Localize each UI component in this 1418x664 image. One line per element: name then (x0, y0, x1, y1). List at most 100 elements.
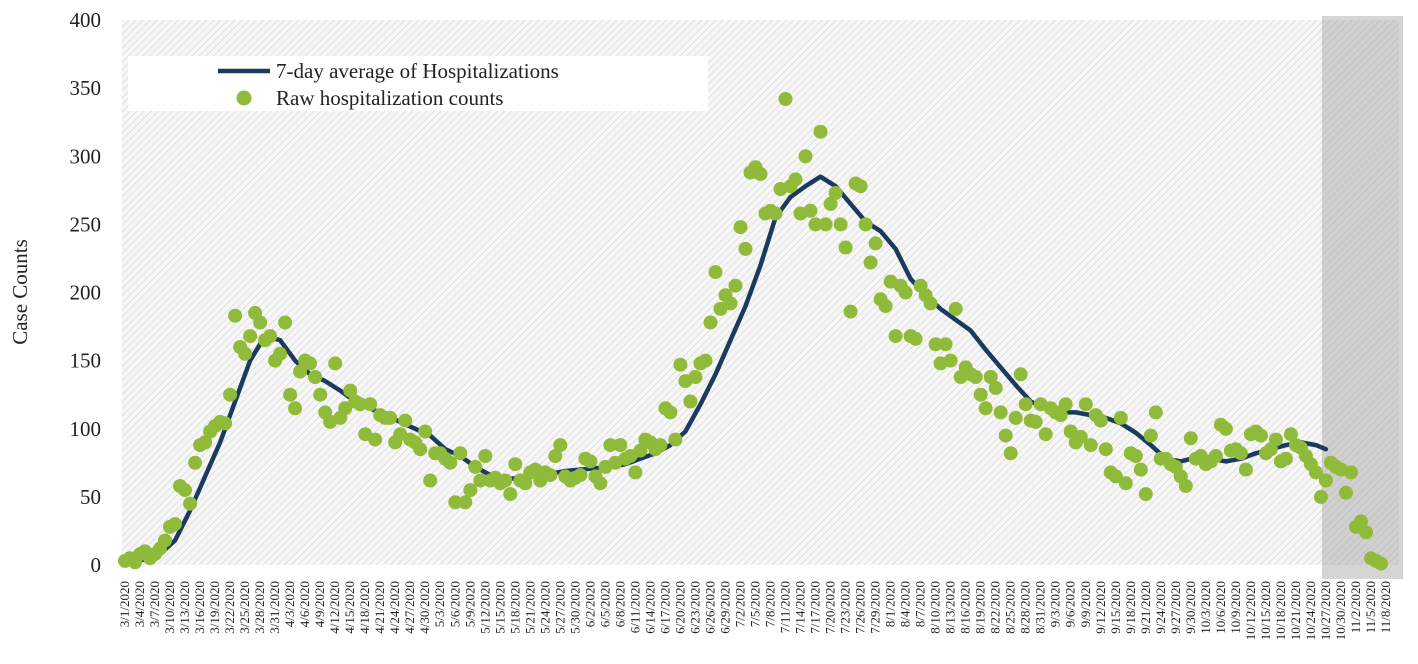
x-tick-label: 9/27/2020 (1168, 581, 1183, 634)
data-point-raw-count (463, 483, 478, 498)
data-point-raw-count (548, 449, 563, 463)
data-point-raw-count (228, 308, 243, 323)
data-point-raw-count (923, 296, 938, 311)
data-point-raw-count (363, 397, 378, 412)
x-tick-label: 4/30/2020 (417, 581, 432, 634)
data-point-raw-count (453, 446, 468, 461)
data-point-raw-count (188, 455, 203, 470)
data-point-raw-count (293, 364, 308, 379)
data-point-raw-count (803, 203, 818, 218)
data-point-raw-count (1183, 431, 1198, 446)
x-tick-label: 10/21/2020 (1288, 581, 1303, 640)
data-point-raw-count (1073, 429, 1088, 444)
x-tick-label: 5/21/2020 (522, 581, 537, 634)
data-point-raw-count (1138, 487, 1153, 502)
data-point-raw-count (768, 206, 783, 221)
x-tick-label: 3/22/2020 (222, 581, 237, 634)
x-tick-label: 7/17/2020 (808, 581, 823, 634)
data-point-raw-count (178, 483, 192, 498)
data-point-raw-count (518, 476, 533, 491)
x-tick-label: 3/1/2020 (117, 581, 132, 627)
data-point-raw-count (418, 424, 433, 439)
x-tick-label: 7/20/2020 (823, 581, 838, 634)
x-tick-label: 10/3/2020 (1198, 581, 1213, 634)
x-tick-label: 7/11/2020 (778, 581, 793, 633)
x-tick-label: 10/9/2020 (1228, 581, 1243, 634)
x-tick-label: 5/27/2020 (552, 581, 567, 634)
data-point-raw-count (238, 346, 253, 361)
x-tick-label: 3/10/2020 (162, 581, 177, 634)
data-point-raw-count (253, 315, 268, 330)
data-point-raw-count (673, 357, 688, 372)
data-point-raw-count (583, 454, 598, 469)
x-tick-label: 4/21/2020 (372, 581, 387, 634)
data-point-raw-count (503, 487, 518, 502)
data-point-raw-count (993, 405, 1008, 420)
x-tick-label: 4/18/2020 (357, 581, 372, 634)
data-point-raw-count (688, 370, 703, 384)
x-tick-label: 4/12/2020 (327, 581, 342, 634)
x-tick-label: 10/30/2020 (1333, 581, 1348, 640)
x-tick-label: 6/23/2020 (687, 581, 702, 634)
y-tick-label: 300 (70, 144, 102, 168)
data-point-raw-count (798, 149, 813, 164)
data-point-raw-count (808, 217, 823, 232)
data-point-raw-count (1283, 427, 1298, 442)
data-point-raw-count (1359, 525, 1373, 540)
data-point-raw-count (278, 315, 293, 330)
data-point-raw-count (283, 387, 298, 402)
data-point-raw-count (1018, 397, 1033, 412)
data-point-raw-count (273, 346, 288, 361)
x-tick-label: 9/24/2020 (1153, 581, 1168, 634)
data-point-raw-count (1339, 485, 1353, 500)
data-point-raw-count (198, 435, 213, 450)
series-line-7-day-average (122, 174, 1329, 565)
data-point-raw-count (478, 449, 493, 463)
data-point-raw-count (1253, 428, 1268, 443)
y-tick-label: 50 (80, 485, 101, 509)
data-point-raw-count (843, 304, 858, 319)
x-tick-label: 9/6/2020 (1063, 581, 1078, 627)
data-point-raw-count (498, 473, 513, 488)
data-point-raw-count (1143, 428, 1158, 443)
data-point-raw-count (448, 495, 463, 510)
x-tick-label: 6/29/2020 (717, 581, 732, 634)
x-tick-label: 8/7/2020 (913, 581, 928, 627)
x-tick-label: 8/22/2020 (988, 581, 1003, 634)
data-point-raw-count (338, 401, 353, 416)
data-point-raw-count (443, 455, 458, 470)
data-point-raw-count (1268, 432, 1283, 447)
data-point-raw-count (1233, 446, 1248, 461)
data-point-raw-count (398, 413, 413, 428)
data-point-raw-count (218, 416, 233, 431)
data-point-raw-count (313, 387, 328, 402)
x-tick-label: 3/16/2020 (192, 581, 207, 634)
data-point-raw-count (1344, 465, 1358, 480)
data-point-raw-count (308, 370, 323, 384)
data-point-raw-count (1208, 449, 1223, 463)
x-tick-label: 6/5/2020 (597, 581, 612, 627)
data-point-raw-count (1003, 446, 1018, 461)
x-tick-label: 5/24/2020 (537, 581, 552, 634)
data-point-raw-count (868, 236, 883, 251)
data-point-raw-count (753, 167, 768, 181)
x-tick-label: 6/20/2020 (672, 581, 687, 634)
x-tick-label: 9/3/2020 (1048, 581, 1063, 627)
data-point-raw-count (573, 468, 588, 483)
data-point-raw-count (1133, 462, 1148, 477)
x-tick-label: 10/6/2020 (1213, 581, 1228, 634)
data-point-raw-count (413, 442, 428, 457)
data-point-raw-count (1098, 442, 1113, 457)
data-point-raw-count (1053, 408, 1068, 423)
data-point-raw-count (1374, 556, 1388, 571)
x-tick-label: 4/9/2020 (312, 581, 327, 627)
data-point-raw-count (303, 356, 318, 371)
x-tick-label: 5/6/2020 (447, 581, 462, 627)
data-point-raw-count (938, 337, 953, 352)
data-point-raw-count (1078, 397, 1093, 412)
data-point-raw-count (1058, 397, 1073, 412)
data-point-raw-count (1308, 465, 1323, 480)
data-point-raw-count (858, 217, 873, 232)
y-axis-title: Case Counts (8, 239, 32, 345)
x-tick-label: 6/17/2020 (657, 581, 672, 634)
